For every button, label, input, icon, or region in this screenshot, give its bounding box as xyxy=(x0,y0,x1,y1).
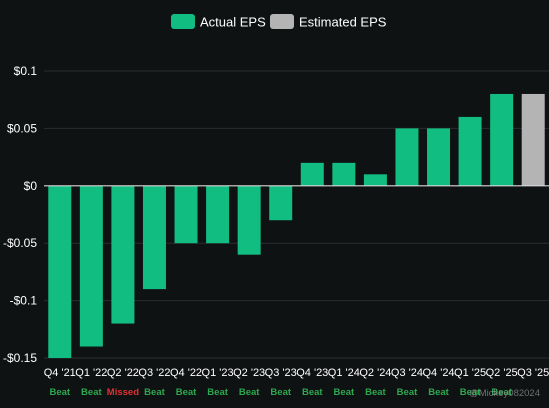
x-tick-label: Q4 '21 xyxy=(44,367,76,379)
result-label: Beat xyxy=(81,387,102,398)
watermark: @Mickey082024 xyxy=(469,388,540,399)
x-tick-label: Q2 '22 xyxy=(107,367,139,379)
actual-eps-bar-4[interactable] xyxy=(174,185,198,244)
y-tick-label: -$0.1 xyxy=(10,294,38,308)
actual-eps-bar-2[interactable] xyxy=(111,185,135,324)
actual-eps-bar-6[interactable] xyxy=(237,185,261,255)
actual-eps-bar-13[interactable] xyxy=(458,116,482,186)
result-label: Beat xyxy=(144,387,165,398)
actual-eps-bar-3[interactable] xyxy=(142,185,166,290)
y-tick-label: -$0.05 xyxy=(3,236,37,250)
result-label: Beat xyxy=(365,387,386,398)
result-label: Beat xyxy=(270,387,291,398)
y-tick-label: $0.05 xyxy=(7,121,37,135)
watermark-text: @Mickey082024 xyxy=(469,388,540,399)
estimated-eps-bar-15[interactable] xyxy=(521,93,545,186)
y-tick-label: $0 xyxy=(24,179,38,193)
x-tick-label: Q1 '25 xyxy=(454,367,486,379)
legend: Actual EPS Estimated EPS xyxy=(171,14,387,30)
bars xyxy=(48,93,545,358)
y-tick-label: $0.1 xyxy=(14,64,38,78)
x-tick-label: Q3 '23 xyxy=(265,367,297,379)
x-tick-label: Q4 '22 xyxy=(170,367,202,379)
actual-eps-bar-12[interactable] xyxy=(427,128,451,186)
x-axis-ticks: Q4 '21 Q1 '22 Q2 '22 Q3 '22 Q4 '22 Q1 '23 Q2 '… xyxy=(44,367,549,379)
actual-eps-bar-10[interactable] xyxy=(363,174,387,186)
legend-swatch-0[interactable] xyxy=(171,14,195,29)
legend-label-1[interactable]: Estimated EPS xyxy=(299,15,387,30)
x-tick-label: Q2 '25 xyxy=(486,367,518,379)
x-tick-label: Q2 '23 xyxy=(233,367,265,379)
actual-eps-bar-11[interactable] xyxy=(395,128,419,186)
x-tick-label: Q4 '23 xyxy=(296,367,328,379)
result-label: Beat xyxy=(207,387,228,398)
result-label: Beat xyxy=(302,387,323,398)
x-tick-label: Q1 '22 xyxy=(75,367,107,379)
x-tick-label: Q1 '23 xyxy=(202,367,234,379)
result-label: Missed xyxy=(107,387,139,398)
x-tick-label: Q3 '22 xyxy=(138,367,170,379)
result-label: Beat xyxy=(239,387,260,398)
actual-eps-bar-0[interactable] xyxy=(48,185,72,358)
x-tick-label: Q3 '24 xyxy=(391,367,423,379)
result-label: Beat xyxy=(334,387,355,398)
result-label: Beat xyxy=(460,387,481,398)
result-label: Beat xyxy=(428,387,449,398)
x-tick-label: Q3 '25 xyxy=(517,367,549,379)
x-tick-label: Q1 '24 xyxy=(328,367,360,379)
actual-eps-bar-8[interactable] xyxy=(300,162,324,186)
y-tick-label: -$0.15 xyxy=(3,351,37,365)
x-tick-label: Q2 '24 xyxy=(359,367,391,379)
y-axis-ticks: $0.1 $0.05 $0 -$0.05 -$0.1 -$0.15 xyxy=(3,64,37,365)
actual-eps-bar-5[interactable] xyxy=(206,185,230,244)
actual-eps-bar-7[interactable] xyxy=(269,185,293,221)
result-label: Beat xyxy=(176,387,197,398)
result-labels: Beat Beat Missed Beat Beat Beat Beat Beat Beat Be… xyxy=(49,387,512,398)
actual-eps-bar-14[interactable] xyxy=(490,93,514,186)
result-label: Beat xyxy=(491,387,512,398)
actual-eps-bar-9[interactable] xyxy=(332,162,356,186)
legend-label-0[interactable]: Actual EPS xyxy=(200,15,266,30)
x-tick-label: Q4 '24 xyxy=(422,367,454,379)
actual-eps-bar-1[interactable] xyxy=(79,185,103,347)
legend-swatch-1[interactable] xyxy=(270,14,294,29)
result-label: Beat xyxy=(49,387,70,398)
result-label: Beat xyxy=(397,387,418,398)
